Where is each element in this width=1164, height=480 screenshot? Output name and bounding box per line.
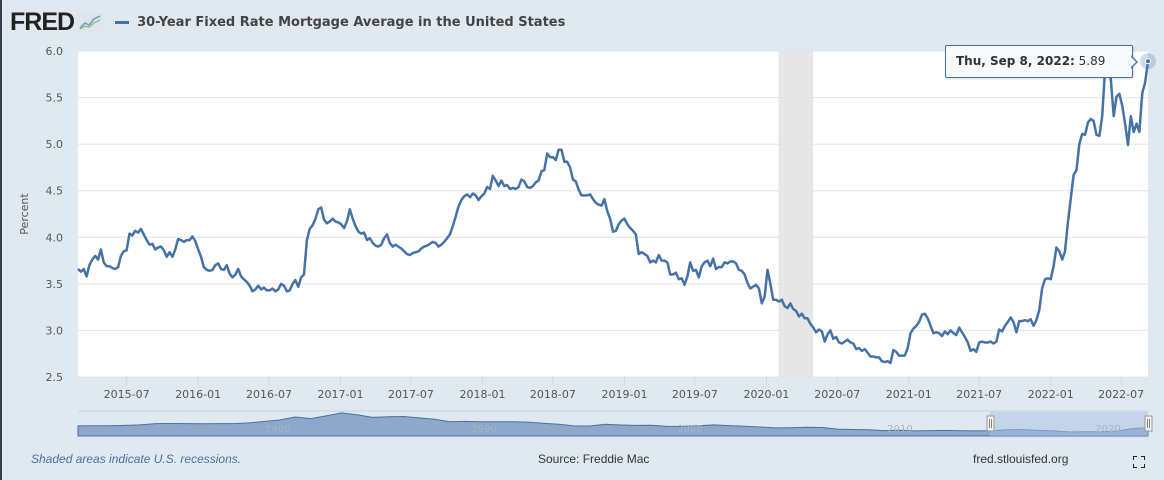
- y-axis-label: Percent: [18, 193, 31, 235]
- recession-shade: [778, 51, 814, 377]
- x-tick-label: 2021-07: [956, 388, 1002, 401]
- y-tick-label: 4.5: [46, 185, 64, 198]
- hover-marker: [1145, 58, 1151, 65]
- site-link[interactable]: fred.stlouisfed.org: [973, 452, 1069, 466]
- y-tick-label: 4.0: [46, 231, 64, 244]
- chart-header: FRED 30-Year Fixed Rate Mortgage Average…: [10, 8, 565, 36]
- y-tick-label: 5.5: [46, 92, 64, 105]
- navigator-year-label: 1980: [265, 424, 290, 435]
- navigator-year-label: 2010: [887, 424, 912, 435]
- data-tooltip: Thu, Sep 8, 2022: 5.89: [945, 45, 1133, 78]
- x-tick-label: 2019-01: [601, 388, 647, 401]
- source-label: Source: Freddie Mac: [538, 452, 650, 466]
- fred-logo-chart-icon: [77, 12, 104, 32]
- navigator-handle-right[interactable]: [1144, 415, 1153, 432]
- navigator-year-label: 1990: [471, 424, 496, 435]
- tooltip-pointer-fill: [1130, 56, 1136, 68]
- x-tick-label: 2020-01: [743, 388, 789, 401]
- y-tick-label: 6.0: [46, 45, 64, 58]
- x-tick-label: 2017-01: [318, 388, 364, 401]
- x-tick-label: 2016-07: [246, 388, 292, 401]
- fullscreen-icon[interactable]: [1132, 453, 1146, 469]
- y-tick-label: 3.0: [46, 324, 64, 337]
- x-tick-label: 2019-07: [672, 388, 718, 401]
- plot-area: [78, 51, 1148, 377]
- y-tick-label: 3.5: [46, 278, 64, 291]
- series-line[interactable]: [77, 61, 1150, 365]
- x-tick-label: 2016-01: [175, 388, 221, 401]
- recession-note: Shaded areas indicate U.S. recessions.: [31, 452, 242, 466]
- x-tick-label: 2020-07: [814, 388, 860, 401]
- x-tick-label: 2018-01: [460, 388, 506, 401]
- navigator-handle-left[interactable]: [986, 415, 995, 432]
- navigator-year-label: 2000: [677, 424, 702, 435]
- series-title[interactable]: 30-Year Fixed Rate Mortgage Average in t…: [137, 14, 566, 30]
- tooltip-value: 5.89: [1078, 54, 1106, 68]
- y-tick-label: 5.0: [46, 138, 64, 151]
- x-tick-label: 2018-07: [530, 388, 576, 401]
- navigator-year-label: 2020: [1095, 424, 1120, 435]
- x-tick-label: 2021-01: [886, 388, 932, 401]
- navigator-selected-range[interactable]: [990, 412, 1148, 436]
- y-tick-label: 2.5: [46, 371, 64, 384]
- x-tick-label: 2017-07: [388, 388, 434, 401]
- x-tick-label: 2015-07: [104, 388, 150, 401]
- legend-swatch: [115, 20, 130, 24]
- fred-logo[interactable]: FRED: [10, 7, 75, 36]
- x-tick-label: 2022-01: [1028, 388, 1074, 401]
- x-tick-label: 2022-07: [1098, 388, 1144, 401]
- tooltip-date: Thu, Sep 8, 2022:: [956, 54, 1075, 68]
